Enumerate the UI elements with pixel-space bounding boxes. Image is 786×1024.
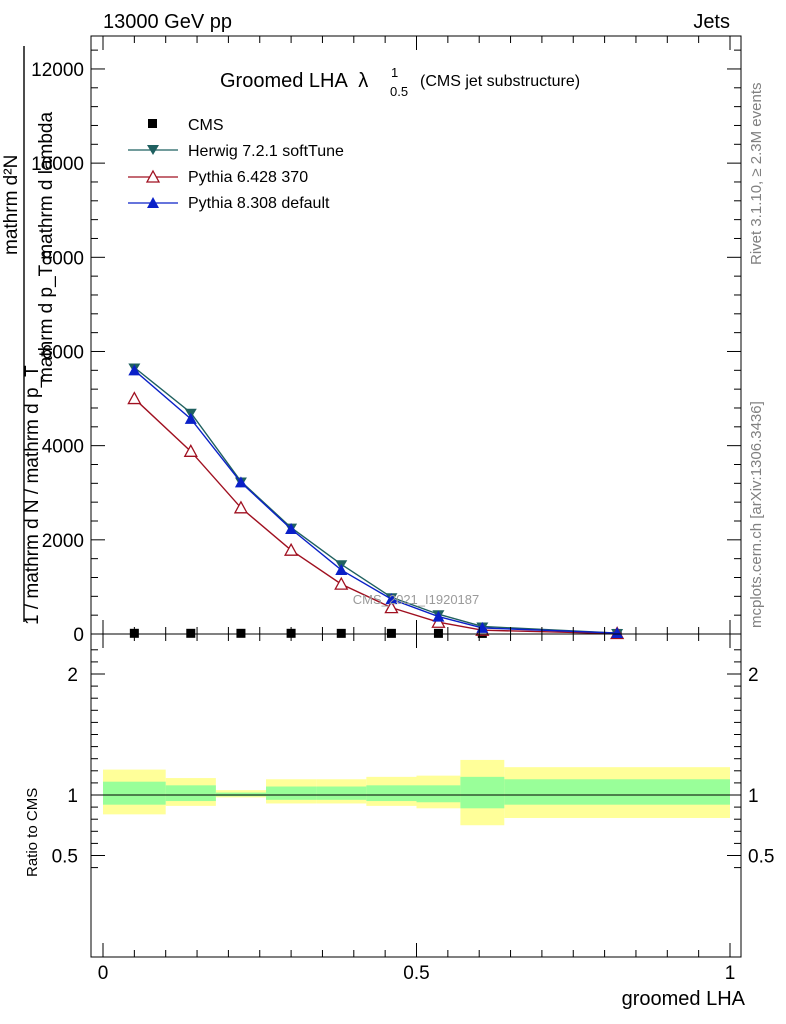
legend: CMS Herwig 7.2.1 softTune Pythia 6.428 3… <box>128 117 344 212</box>
title-subscript: 0.5 <box>390 84 408 99</box>
ratio-band-inner <box>504 779 730 805</box>
cms-data-point <box>386 628 396 638</box>
title-parenthetical: (CMS jet substructure) <box>420 73 580 90</box>
ratio-ytick-label-left: 0.5 <box>52 847 78 868</box>
chart-title: Groomed LHA λ <box>220 70 368 92</box>
main-ytick-label: 8000 <box>42 248 84 269</box>
cms-data-point <box>336 628 346 638</box>
series-marker-pythia8 <box>432 610 445 622</box>
analysis-watermark: CMS_2021_I1920187 <box>353 592 480 607</box>
series-marker-pythia6 <box>334 576 349 590</box>
ratio-ytick-label-left: 1 <box>67 786 78 807</box>
series-marker-pythia8 <box>285 522 298 534</box>
mcplots-label: mcplots.cern.ch [arXiv:1306.3436] <box>748 401 765 628</box>
header-left: 13000 GeV pp <box>103 11 232 33</box>
ratio-ytick-label-right: 2 <box>748 665 759 686</box>
main-ytick-label: 4000 <box>42 437 84 458</box>
x-tick-label: 0 <box>98 963 109 984</box>
series-marker-pythia6 <box>284 542 299 556</box>
series-marker-pythia6 <box>127 391 142 405</box>
ratio-band-inner <box>215 792 267 797</box>
cms-data-point <box>433 628 443 638</box>
series-marker-pythia8 <box>128 364 141 376</box>
series-marker-pythia6 <box>183 443 198 457</box>
series-marker-pythia8 <box>611 627 624 639</box>
main-panel: 0 2000 4000 6000 8000 10000 12000 Groomed LHA … <box>1 35 742 646</box>
legend-marker-pythia6 <box>145 169 161 183</box>
ratio-plot-area <box>103 759 730 826</box>
title-symbol: λ <box>358 70 368 92</box>
ratio-band-inner <box>266 786 317 800</box>
ratio-band-inner <box>460 776 505 809</box>
main-ytick-label: 10000 <box>31 154 84 175</box>
legend-marker-pythia8 <box>147 197 159 208</box>
ylabel-denominator: mathrm d p_T mathrm d lambda <box>36 112 57 383</box>
ratio-panel: 0.5 0.5 1 1 2 2 0 0.5 1 Ratio to CMS groomed LHA <box>24 633 774 1010</box>
ratio-ytick-label-right: 1 <box>748 786 759 807</box>
ylabel-extra: 1 / mathrm d N / mathrm d p_T <box>22 365 43 625</box>
header-right: Jets <box>693 11 730 33</box>
ylabel-numerator: mathrm d²N <box>1 155 22 255</box>
main-plot-area <box>127 363 625 640</box>
x-axis-label: groomed LHA <box>622 988 746 1010</box>
ratio-band-inner <box>366 785 417 802</box>
series-marker-pythia6 <box>384 600 399 614</box>
main-ytick-label: 6000 <box>42 342 84 363</box>
main-ytick-label: 2000 <box>42 531 84 552</box>
series-marker-pythia8 <box>335 563 348 575</box>
legend-label-pythia6: Pythia 6.428 370 <box>188 169 308 186</box>
main-ytick-label: 0 <box>73 625 84 646</box>
x-tick-label: 0.5 <box>403 963 429 984</box>
legend-marker-herwig <box>147 145 159 155</box>
series-marker-pythia8 <box>234 476 247 488</box>
main-ylabel: mathrm d²N mathrm d p_T mathrm d lambda … <box>1 46 57 625</box>
main-axes: 0 2000 4000 6000 8000 10000 12000 <box>31 36 741 646</box>
legend-label-pythia8: Pythia 8.308 default <box>188 195 330 212</box>
series-marker-pythia8 <box>385 593 398 605</box>
legend-marker-cms <box>148 119 157 128</box>
legend-label-cms: CMS <box>188 117 224 134</box>
ratio-ytick-label-left: 2 <box>67 665 78 686</box>
series-marker-pythia6 <box>233 500 249 514</box>
ratio-ytick-label-right: 0.5 <box>748 847 774 868</box>
cms-data-point <box>186 628 196 638</box>
ratio-band-inner <box>165 785 216 802</box>
x-tick-label: 1 <box>725 963 736 984</box>
legend-label-herwig: Herwig 7.2.1 softTune <box>188 143 344 160</box>
ratio-band-inner <box>416 785 461 803</box>
title-main: Groomed LHA <box>220 70 348 92</box>
ratio-band-inner <box>316 786 367 800</box>
cms-data-point <box>236 628 246 638</box>
ratio-axes: 0.5 0.5 1 1 2 2 0 0.5 1 <box>52 634 774 984</box>
series-marker-pythia8 <box>184 412 197 424</box>
ratio-band-inner <box>103 781 166 805</box>
ratio-ylabel: Ratio to CMS <box>24 788 41 877</box>
rivet-label: Rivet 3.1.10, ≥ 2.3M events <box>748 83 765 266</box>
title-superscript: 1 <box>391 65 398 80</box>
series-marker-pythia6 <box>431 614 446 628</box>
main-ytick-label: 12000 <box>31 60 84 81</box>
